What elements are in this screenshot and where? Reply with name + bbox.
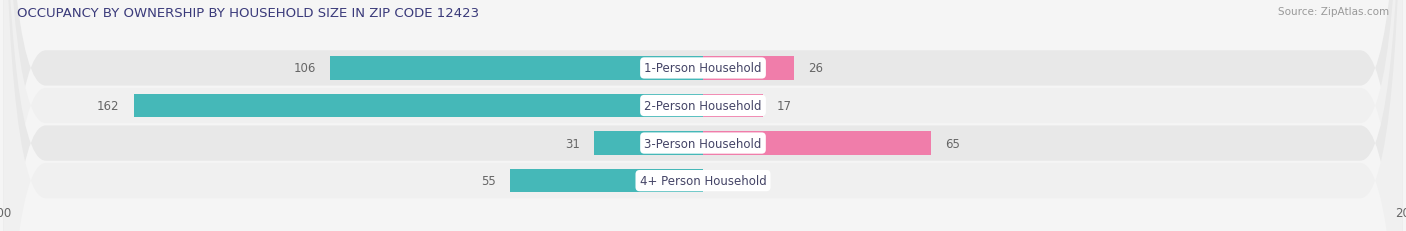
Text: 0: 0	[717, 174, 724, 187]
Text: 1-Person Household: 1-Person Household	[644, 62, 762, 75]
Text: Source: ZipAtlas.com: Source: ZipAtlas.com	[1278, 7, 1389, 17]
Text: 17: 17	[778, 100, 792, 112]
Text: 3-Person Household: 3-Person Household	[644, 137, 762, 150]
Bar	[330, 57, 703, 80]
Text: 26: 26	[808, 62, 824, 75]
Bar	[703, 94, 762, 118]
Bar	[703, 132, 932, 155]
Bar	[134, 94, 703, 118]
Text: 65: 65	[945, 137, 960, 150]
Text: 55: 55	[481, 174, 496, 187]
Text: OCCUPANCY BY OWNERSHIP BY HOUSEHOLD SIZE IN ZIP CODE 12423: OCCUPANCY BY OWNERSHIP BY HOUSEHOLD SIZE…	[17, 7, 479, 20]
Bar	[509, 169, 703, 192]
FancyBboxPatch shape	[3, 0, 1403, 231]
Bar	[703, 57, 794, 80]
Text: 162: 162	[97, 100, 120, 112]
Text: 4+ Person Household: 4+ Person Household	[640, 174, 766, 187]
Bar	[593, 132, 703, 155]
FancyBboxPatch shape	[3, 0, 1403, 231]
FancyBboxPatch shape	[3, 0, 1403, 231]
Text: 2-Person Household: 2-Person Household	[644, 100, 762, 112]
Text: 106: 106	[294, 62, 316, 75]
Text: 31: 31	[565, 137, 581, 150]
FancyBboxPatch shape	[3, 0, 1403, 231]
